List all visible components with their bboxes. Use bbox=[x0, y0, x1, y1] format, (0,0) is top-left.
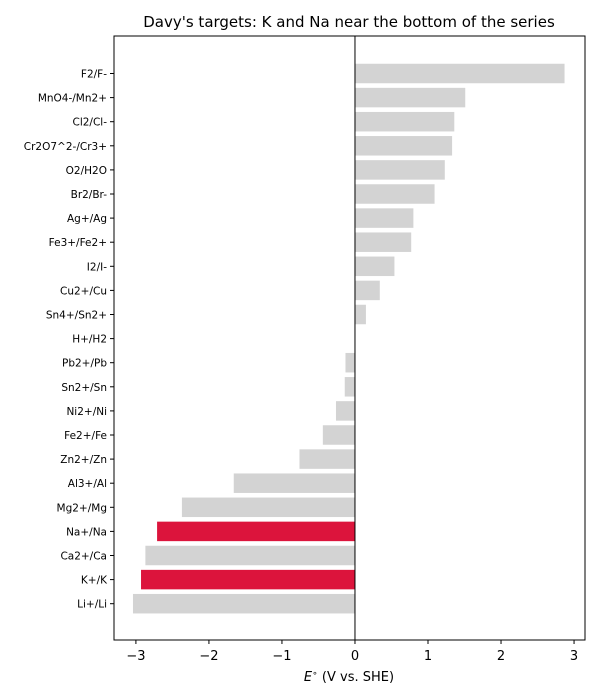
y-tick-label: Pb2+/Pb bbox=[62, 358, 107, 370]
bar-Ca2+/Ca bbox=[145, 545, 355, 566]
bar-Cu2+/Cu bbox=[354, 280, 380, 301]
y-tick-label: Mg2+/Mg bbox=[57, 502, 107, 514]
bar-I2/I- bbox=[354, 256, 395, 277]
y-tick-label: Cu2+/Cu bbox=[60, 285, 107, 297]
bar-Mg2+/Mg bbox=[181, 497, 355, 518]
y-tick-label: Fe3+/Fe2+ bbox=[49, 237, 107, 249]
x-axis-label-units: (V vs. SHE) bbox=[318, 670, 394, 685]
bar-O2/H2O bbox=[354, 160, 445, 180]
bar-Na+/Na bbox=[157, 521, 355, 542]
y-tick-label: Na+/Na bbox=[66, 526, 107, 538]
chart-title: Davy's targets: K and Na near the bottom… bbox=[143, 13, 555, 31]
y-tick-label: Cl2/Cl- bbox=[72, 117, 107, 129]
bar-Al3+/Al bbox=[233, 473, 355, 493]
bar-Cl2/Cl- bbox=[354, 111, 455, 132]
y-tick-label: Cr2O7^2-/Cr3+ bbox=[24, 141, 107, 153]
y-tick-label: Ni2+/Ni bbox=[66, 406, 107, 418]
bar-Li+/Li bbox=[132, 593, 355, 614]
x-axis: −3 −2 −1 0 1 2 3 bbox=[126, 640, 578, 664]
bar-Cr2O7^2-/Cr3+ bbox=[354, 136, 453, 156]
bar-Ag+/Ag bbox=[354, 208, 414, 228]
x-tick-label: 2 bbox=[497, 649, 505, 664]
y-tick-label: MnO4-/Mn2+ bbox=[38, 93, 107, 105]
y-axis: F2/F- MnO4-/Mn2+ Cl2/Cl- Cr2O7^2-/Cr3+ O2/H2… bbox=[24, 69, 114, 611]
y-tick-label: Sn2+/Sn bbox=[61, 382, 107, 394]
x-tick-label: −3 bbox=[126, 649, 145, 664]
x-axis-label-superscript: ∘ bbox=[312, 669, 318, 679]
bar-Fe2+/Fe bbox=[322, 425, 355, 445]
y-tick-label: Br2/Br- bbox=[71, 189, 108, 201]
x-tick-label: 1 bbox=[424, 649, 432, 664]
x-tick-label: 0 bbox=[351, 649, 359, 664]
bar-Pb2+/Pb bbox=[345, 352, 355, 373]
y-tick-label: Ag+/Ag bbox=[67, 213, 107, 225]
bar-Fe3+/Fe2+ bbox=[354, 232, 412, 252]
bar-K+/K bbox=[141, 569, 355, 590]
bars-group bbox=[132, 63, 565, 614]
bar-Sn4+/Sn2+ bbox=[354, 304, 366, 325]
bar-Zn2+/Zn bbox=[299, 449, 355, 469]
bar-MnO4-/Mn2+ bbox=[354, 87, 466, 108]
y-tick-label: I2/I- bbox=[87, 261, 107, 273]
bar-Sn2+/Sn bbox=[344, 377, 355, 397]
x-tick-label: 3 bbox=[570, 649, 578, 664]
y-tick-label: Fe2+/Fe bbox=[64, 430, 107, 442]
y-tick-label: H+/H2 bbox=[72, 334, 107, 346]
y-tick-label: Al3+/Al bbox=[68, 478, 107, 490]
bar-F2/F- bbox=[354, 63, 565, 84]
y-tick-label: Sn4+/Sn2+ bbox=[46, 310, 107, 322]
bar-Br2/Br- bbox=[354, 184, 435, 204]
x-axis-label: E∘ (V vs. SHE) bbox=[304, 669, 394, 685]
x-axis-label-symbol: E bbox=[304, 670, 313, 685]
x-tick-label: −1 bbox=[272, 649, 291, 664]
y-tick-label: O2/H2O bbox=[66, 165, 107, 177]
y-tick-label: Li+/Li bbox=[77, 599, 107, 611]
x-tick-label: −2 bbox=[199, 649, 218, 664]
y-tick-label: Zn2+/Zn bbox=[60, 454, 107, 466]
y-tick-label: K+/K bbox=[81, 575, 108, 587]
y-tick-label: Ca2+/Ca bbox=[60, 551, 107, 563]
bar-Ni2+/Ni bbox=[335, 401, 355, 421]
y-tick-label: F2/F- bbox=[81, 69, 107, 81]
plot-frame bbox=[113, 35, 586, 641]
